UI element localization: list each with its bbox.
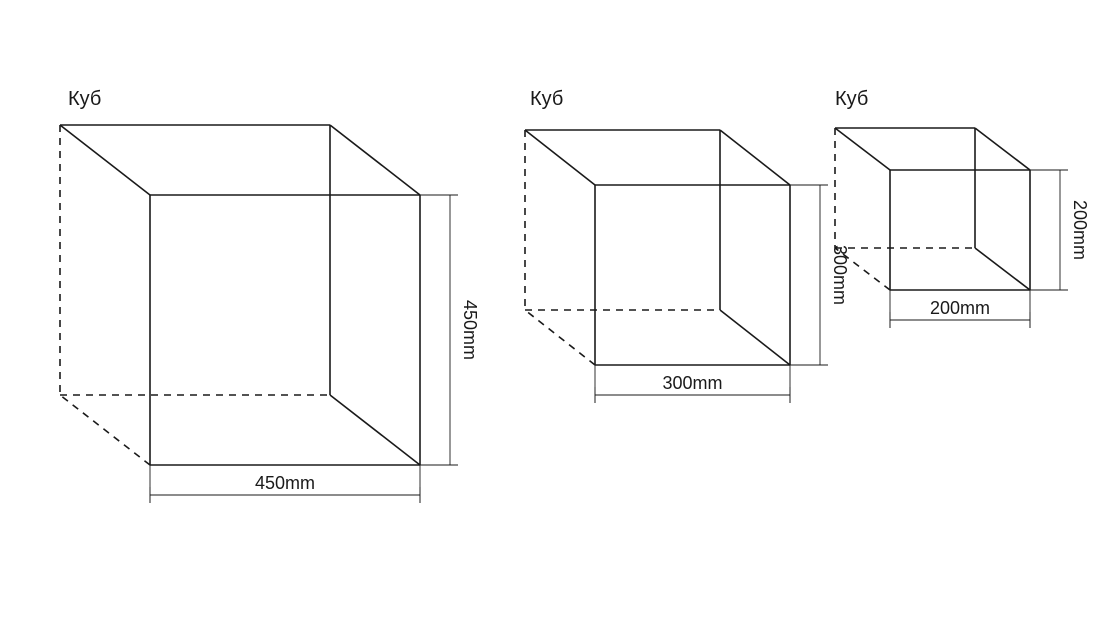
- height-label-2: 300mm: [830, 245, 850, 305]
- width-label-3: 200mm: [930, 298, 990, 318]
- height-label-1: 450mm: [460, 300, 480, 360]
- cube-title-3: Куб: [835, 88, 868, 110]
- width-label-1: 450mm: [255, 473, 315, 493]
- cube-title-1: Куб: [68, 88, 101, 110]
- cube-2: Куб 300mm 300mm: [525, 88, 850, 403]
- cube-1: Куб 450mm 450mm: [60, 88, 480, 503]
- height-label-3: 200mm: [1070, 200, 1090, 260]
- cube-title-2: Куб: [530, 88, 563, 110]
- cube-3: Куб 200mm 200mm: [835, 88, 1090, 328]
- width-label-2: 300mm: [662, 373, 722, 393]
- diagram-canvas: Куб 450mm 450mm Куб 300mm 300mm Куб 200mm 200mm: [0, 0, 1120, 634]
